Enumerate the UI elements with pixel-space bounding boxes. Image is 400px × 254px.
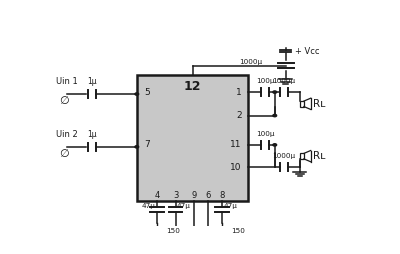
- Text: 4: 4: [154, 191, 160, 200]
- Text: 6: 6: [206, 191, 211, 200]
- Text: $\emptyset$: $\emptyset$: [58, 94, 69, 106]
- Text: 10: 10: [230, 163, 242, 172]
- Text: $\emptyset$: $\emptyset$: [58, 147, 69, 159]
- Text: 47µ: 47µ: [224, 202, 238, 209]
- Text: 1000µ: 1000µ: [272, 153, 296, 159]
- Text: 7: 7: [144, 140, 150, 149]
- Text: 12: 12: [184, 80, 201, 93]
- Text: 100µ: 100µ: [256, 78, 275, 84]
- Bar: [300, 153, 304, 159]
- Circle shape: [273, 91, 277, 93]
- Text: 1: 1: [236, 88, 242, 97]
- Text: 9: 9: [192, 191, 197, 200]
- Text: 150: 150: [166, 228, 180, 234]
- Text: + Vcc: + Vcc: [295, 47, 319, 56]
- Text: 1µ: 1µ: [87, 130, 97, 139]
- Bar: [219, 227, 226, 234]
- Bar: [154, 227, 160, 234]
- Text: 1000µ: 1000µ: [239, 59, 262, 65]
- Text: 1µ: 1µ: [87, 77, 97, 86]
- Circle shape: [273, 144, 277, 146]
- Circle shape: [135, 93, 139, 95]
- Text: 47µ: 47µ: [142, 202, 155, 209]
- Text: Rʟ: Rʟ: [312, 99, 325, 109]
- Circle shape: [135, 146, 139, 148]
- Bar: [300, 101, 304, 107]
- Text: 47µ: 47µ: [177, 202, 191, 209]
- Text: 150: 150: [231, 228, 245, 234]
- Bar: [137, 75, 248, 201]
- Text: 1000µ: 1000µ: [272, 78, 296, 84]
- Text: 11: 11: [230, 140, 242, 149]
- Text: Uin 1: Uin 1: [56, 77, 78, 86]
- Circle shape: [273, 114, 277, 117]
- Text: Rʟ: Rʟ: [312, 151, 325, 161]
- Text: 5: 5: [144, 88, 150, 97]
- Text: Uin 2: Uin 2: [56, 130, 78, 139]
- Text: 8: 8: [219, 191, 225, 200]
- Text: 2: 2: [236, 111, 242, 120]
- Text: 3: 3: [173, 191, 178, 200]
- Text: 100µ: 100µ: [256, 131, 275, 137]
